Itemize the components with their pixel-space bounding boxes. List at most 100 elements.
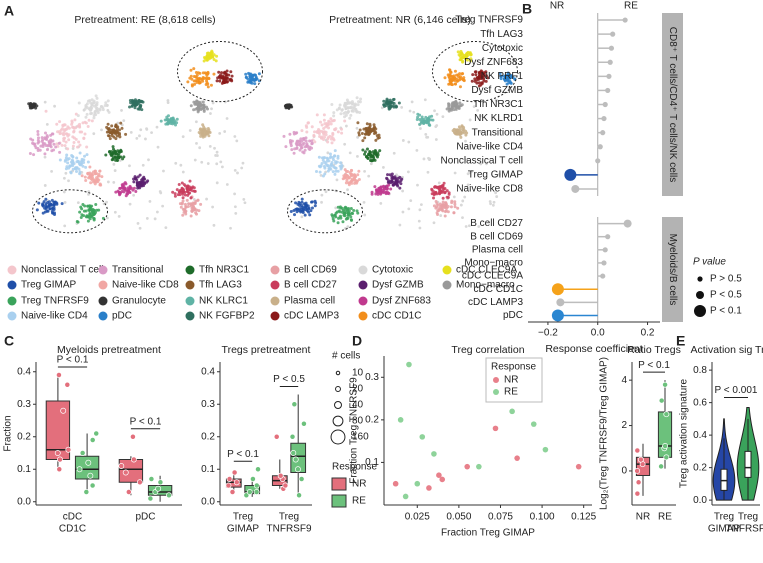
point [136,479,143,486]
umap-point [115,156,119,160]
umap-point [506,78,510,82]
category-label: Dysf GZMB [471,85,523,96]
umap-point [84,179,88,183]
umap-point [76,201,80,205]
umap-point [52,142,56,146]
umap-point [288,132,292,136]
umap-point [468,118,472,122]
point [634,447,641,454]
lollipop-dot [597,144,603,150]
y-tick-label: 0.4 [693,430,707,441]
x-tick-label: pDC [135,512,155,523]
umap-point [443,76,447,80]
umap-point [57,141,61,145]
umap-point [364,127,368,131]
umap-point [319,120,323,124]
umap-point [317,155,321,159]
umap-point [184,205,188,209]
umap-point [303,213,307,217]
legend-swatch [694,305,706,317]
umap-point [424,132,428,136]
legend-label: cDC CLEC9A [456,265,517,276]
umap-point [164,226,168,230]
umap-point [206,82,210,86]
point [130,456,137,463]
umap-point [349,105,353,109]
umap-point [55,142,59,146]
umap-point [147,158,150,162]
umap-point [191,204,195,208]
umap-point [335,108,339,112]
umap-point [301,211,305,215]
umap-point [459,135,463,139]
umap-point [254,75,258,79]
p-value: P < 0.1 [638,360,670,371]
umap-point [69,170,73,174]
legend-label: Plasma cell [284,296,335,307]
umap-point [95,96,99,100]
umap-point [171,190,175,194]
umap-point [65,132,69,136]
umap-point [137,99,141,103]
umap-point [229,226,232,230]
umap-point [89,101,93,105]
umap-point [203,127,207,131]
umap-point [78,162,82,166]
umap-point [319,164,323,168]
umap-point [92,217,96,221]
umap-point [54,145,58,149]
umap-point [81,202,85,206]
umap-point [128,105,132,109]
umap-point [117,190,121,194]
umap-point [332,111,336,115]
umap-point [211,205,214,209]
umap-point [323,122,327,126]
umap-point [367,129,371,133]
umap-point [80,130,84,134]
point [118,463,125,469]
umap-point [320,200,323,204]
umap-point [173,119,177,123]
umap-point [344,181,348,185]
umap-point [50,149,54,153]
umap-point [230,74,234,78]
umap-point [144,137,147,141]
umap-point [240,166,244,170]
umap-point [85,112,89,116]
umap-point [131,102,135,106]
umap-point [339,112,343,116]
umap-point [305,142,309,146]
p-value: P < 0.1 [130,416,162,427]
umap-point [356,173,360,177]
umap-point [499,74,503,78]
umap-point [52,203,56,207]
umap-point [495,195,499,198]
umap-point [93,169,97,173]
umap-point [343,206,347,210]
umap-point [36,136,40,140]
umap-point [43,100,47,104]
umap-point [219,73,223,77]
umap-point [90,204,94,208]
umap-point [300,215,304,219]
umap-point [461,130,465,134]
umap-point [166,99,170,102]
box [225,478,242,488]
p-value: P < 0.001 [715,385,758,396]
umap-point [305,125,309,129]
umap-point [74,170,78,174]
umap-point [162,169,165,173]
umap-point [122,190,126,194]
category-label: Treg GIMAP [468,170,524,181]
umap-point [43,210,47,214]
umap-point [353,173,357,177]
box [74,455,100,480]
point [296,492,303,499]
umap-point [356,135,360,139]
umap-point [192,108,196,112]
umap-point [368,124,372,128]
umap-point [206,127,210,131]
umap-point [373,149,377,153]
umap-point [194,199,198,203]
